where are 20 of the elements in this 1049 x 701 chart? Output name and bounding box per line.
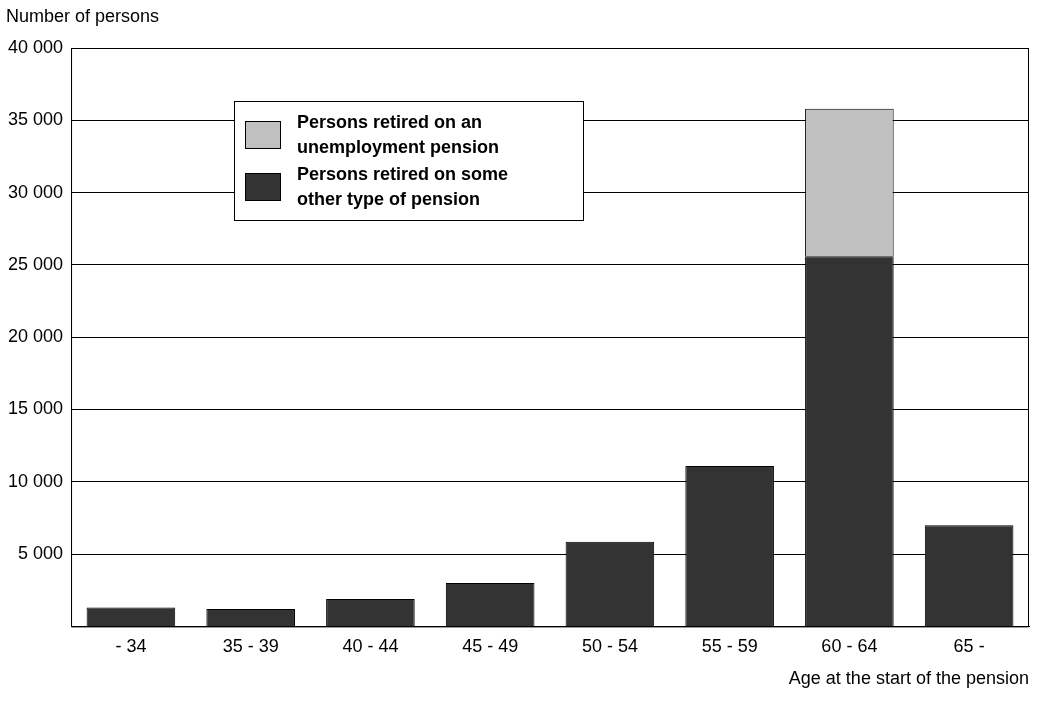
legend-label: Persons retired on some other type of pension (297, 163, 510, 211)
y-tick-label: 40 000 (7, 36, 64, 57)
y-tick-label: 5 000 (18, 543, 64, 564)
x-tick-label: 50 - 54 (581, 636, 638, 657)
y-tick-label: 25 000 (7, 253, 64, 274)
y-axis-title: Number of persons (6, 6, 160, 27)
x-tick-label: 65 - (953, 636, 985, 657)
x-tick-label: - 34 (115, 636, 147, 657)
y-tick-label: 20 000 (7, 326, 64, 347)
x-tick-label: 45 - 49 (462, 636, 519, 657)
x-tick-label: 55 - 59 (701, 636, 758, 657)
y-tick-label: 35 000 (7, 109, 64, 130)
y-tick-label: 10 000 (7, 470, 64, 491)
x-tick-label: 40 - 44 (342, 636, 399, 657)
x-tick-label: 35 - 39 (222, 636, 279, 657)
legend-label: Persons retired on an unemployment pension (297, 111, 501, 159)
x-tick-label: 60 - 64 (821, 636, 878, 657)
y-tick-label: 15 000 (7, 398, 64, 419)
x-axis-title: Age at the start of the pension (788, 668, 1029, 689)
y-tick-label: 30 000 (7, 181, 64, 202)
